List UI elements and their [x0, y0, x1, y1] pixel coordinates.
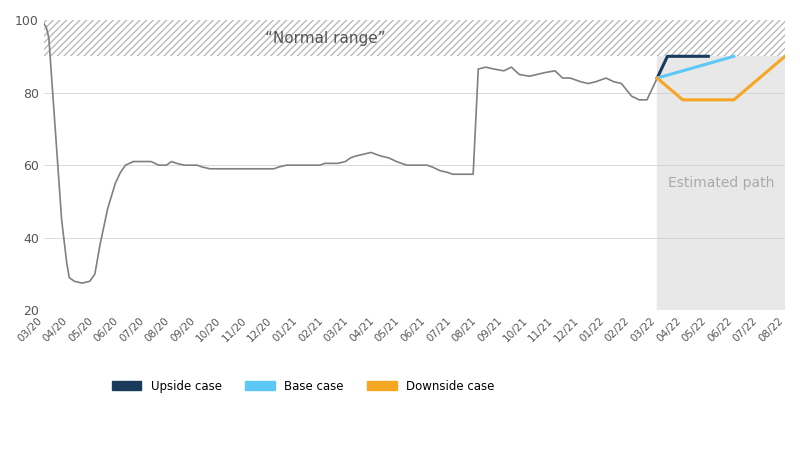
Bar — [657, 20, 785, 311]
Text: Estimated path: Estimated path — [668, 176, 774, 190]
Legend: Upside case, Base case, Downside case: Upside case, Base case, Downside case — [107, 375, 499, 397]
Text: “Normal range”: “Normal range” — [265, 31, 386, 46]
